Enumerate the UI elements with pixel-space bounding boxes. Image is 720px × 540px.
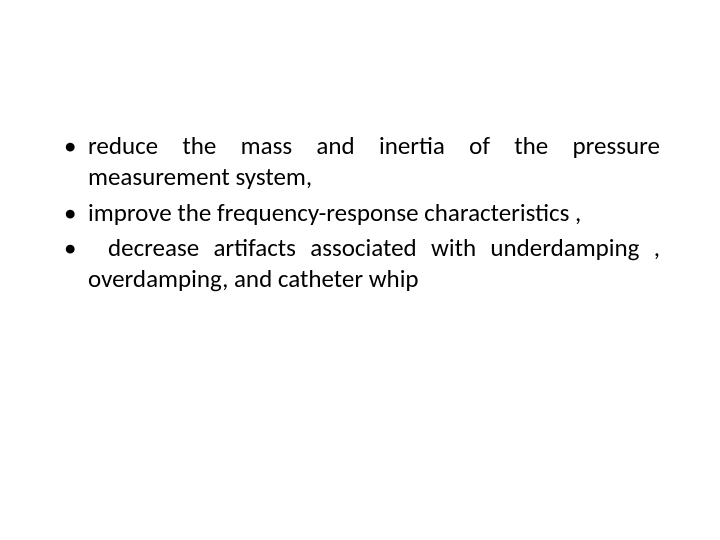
bullet-text: improve the frequency-response character… (88, 197, 581, 228)
bullet-text: decrease artifacts associated with under… (88, 232, 660, 294)
bullet-list: reduce the mass and inertia of the press… (60, 130, 660, 294)
bullet-text: reduce the mass and inertia of the press… (88, 130, 660, 192)
list-item: decrease artifacts associated with under… (60, 232, 660, 295)
slide-body: reduce the mass and inertia of the press… (0, 0, 720, 540)
list-item: reduce the mass and inertia of the press… (60, 130, 660, 193)
list-item: improve the frequency-response character… (60, 197, 660, 228)
